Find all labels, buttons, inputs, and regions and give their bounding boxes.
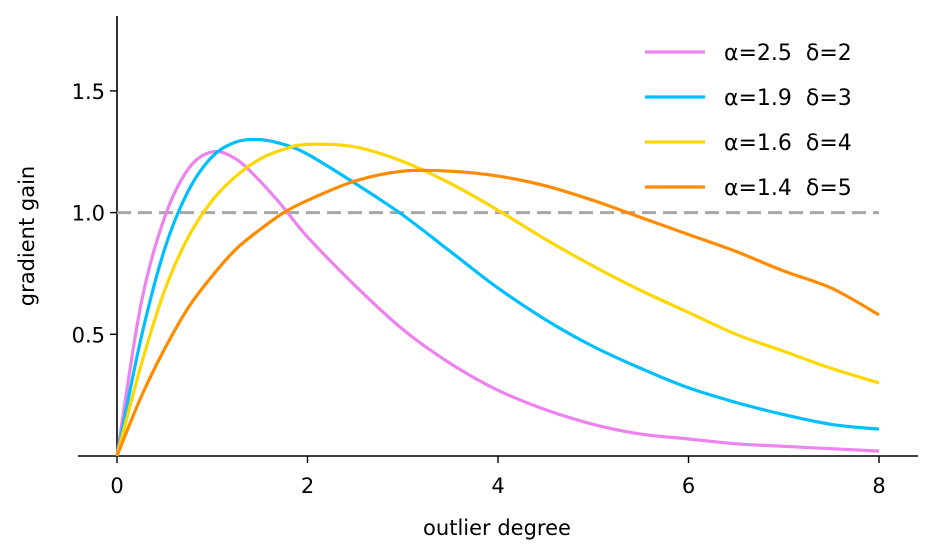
y-tick-label: 0.5 <box>72 323 105 347</box>
y-axis-title: gradient gain <box>15 166 39 306</box>
x-tick-label: 2 <box>301 474 314 498</box>
x-ticks: 0 2 4 6 8 <box>110 456 886 498</box>
series-line-1 <box>115 149 880 457</box>
series-line-2 <box>115 137 880 457</box>
x-tick-label: 6 <box>682 474 695 498</box>
y-tick-label: 1.0 <box>72 202 105 226</box>
x-tick-label: 0 <box>110 474 123 498</box>
legend: α=2.5 δ=2 α=1.9 δ=3 α=1.6 δ=4 α=1.4 δ=5 <box>645 41 852 201</box>
x-tick-label: 4 <box>491 474 504 498</box>
series-line-3 <box>115 142 880 457</box>
legend-label: α=1.6 δ=4 <box>724 131 852 156</box>
y-tick-label: 1.5 <box>72 80 105 104</box>
legend-label: α=2.5 δ=2 <box>724 41 852 66</box>
y-ticks: 0.5 1.0 1.5 <box>72 80 117 347</box>
x-tick-label: 8 <box>872 474 885 498</box>
legend-label: α=1.9 δ=3 <box>724 86 852 111</box>
series-layer <box>115 137 880 457</box>
legend-label: α=1.4 δ=5 <box>724 176 852 201</box>
x-axis-title: outlier degree <box>423 516 571 540</box>
series-line-4 <box>115 168 880 457</box>
